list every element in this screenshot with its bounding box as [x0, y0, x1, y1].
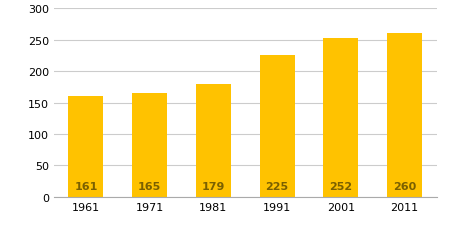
Text: 260: 260 — [393, 181, 416, 191]
Bar — [196, 85, 231, 197]
Text: 225: 225 — [266, 181, 289, 191]
Text: 161: 161 — [74, 181, 98, 191]
Bar — [260, 56, 295, 197]
Text: 179: 179 — [202, 181, 225, 191]
Text: 252: 252 — [329, 181, 352, 191]
Bar — [387, 34, 422, 197]
Bar — [132, 94, 167, 197]
Text: 165: 165 — [138, 181, 161, 191]
Bar — [68, 96, 104, 197]
Bar — [324, 39, 358, 197]
